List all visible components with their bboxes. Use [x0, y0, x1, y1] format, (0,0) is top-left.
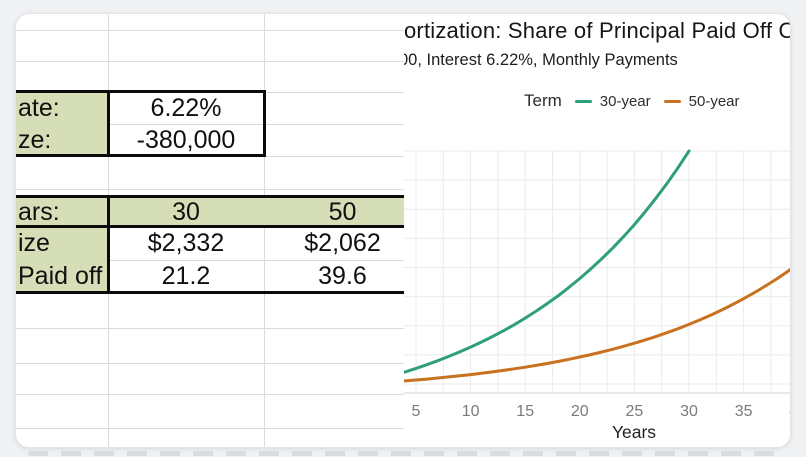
legend-label-50-year: 50-year — [688, 92, 740, 110]
legend-swatch-50-year — [663, 99, 681, 103]
results-border-bottom — [16, 291, 404, 294]
results-header-border-bottom — [16, 225, 404, 228]
cell-years-30[interactable]: 30 — [172, 197, 200, 226]
x-tick-label: 10 — [462, 403, 480, 420]
x-tick-label: 15 — [516, 403, 534, 420]
x-tick-label: 30 — [680, 403, 698, 420]
cell-loan-size-value[interactable]: -380,000 — [136, 125, 236, 154]
line-chart-plot: 5 10 15 20 25 30 35 40 Years — [404, 149, 791, 442]
results-border-top — [16, 195, 404, 198]
cell-paid-off-label[interactable]: Paid off — [18, 262, 103, 290]
chart-title: ortization: Share of Principal Paid Off … — [404, 18, 791, 43]
legend-item-30-year: 30-year — [574, 92, 651, 110]
sheet-gridline — [16, 394, 404, 395]
results-header-fill — [16, 197, 404, 227]
cell-years-label[interactable]: ars: — [18, 197, 60, 226]
x-axis-title: Years — [612, 422, 656, 442]
inputs-box-border-top — [16, 90, 266, 93]
x-tick-label: 5 — [412, 403, 421, 420]
cell-rate-value[interactable]: 6.22% — [150, 93, 222, 122]
rate-label-fill — [16, 92, 108, 156]
series-line-30-year — [404, 149, 691, 374]
chart-subtitle: 00, Interest 6.22%, Monthly Payments — [404, 51, 678, 69]
cell-paid-off-30[interactable]: 21.2 — [161, 262, 211, 290]
inputs-box-border-mid — [107, 90, 110, 157]
legend-label-30-year: 30-year — [599, 92, 651, 110]
cell-payment-size-label[interactable]: ize — [18, 229, 50, 257]
legend-title: Term — [524, 91, 562, 110]
clipped-row-below-card — [28, 451, 784, 456]
inputs-box-border-right — [263, 90, 266, 157]
chart-legend: Term 30-year 50-year — [524, 90, 740, 112]
sheet-gridline — [16, 328, 404, 329]
results-label-fill — [16, 227, 108, 293]
x-tick-label: 25 — [626, 403, 644, 420]
sheet-gridline — [16, 428, 404, 429]
sheet-gridline — [16, 260, 404, 261]
sheet-gridline — [16, 189, 404, 190]
series-line-50-year — [404, 267, 790, 383]
inputs-box-border-bottom — [16, 154, 266, 157]
legend-swatch-30-year — [574, 99, 592, 103]
sheet-gridline — [16, 61, 404, 62]
sheet-gridline — [264, 92, 404, 93]
x-tick-label: 35 — [735, 403, 753, 420]
cell-years-50[interactable]: 50 — [328, 197, 357, 226]
spreadsheet-region[interactable]: ate: 6.22% ze: -380,000 ars: 30 50 ize $… — [16, 14, 404, 447]
x-tick-label: 20 — [571, 403, 589, 420]
sheet-gridline — [16, 30, 404, 31]
cell-rate-label[interactable]: ate: — [18, 93, 60, 122]
sheet-gridline — [16, 124, 404, 125]
cell-paid-off-50[interactable]: 39.6 — [318, 262, 367, 290]
cell-payment-30[interactable]: $2,332 — [147, 229, 225, 257]
x-tick-label: 40 — [789, 403, 791, 420]
sheet-gridline — [264, 156, 404, 157]
sheet-gridline — [264, 14, 265, 447]
sheet-card: ate: 6.22% ze: -380,000 ars: 30 50 ize $… — [15, 13, 791, 448]
cell-loan-size-label[interactable]: ze: — [18, 125, 52, 154]
cell-payment-50[interactable]: $2,062 — [304, 229, 381, 257]
chart-region[interactable]: 5 10 15 20 25 30 35 40 Years ortization: Share o… — [404, 14, 791, 447]
legend-item-50-year: 50-year — [663, 92, 740, 110]
sheet-gridline — [16, 363, 404, 364]
results-border-mid — [107, 195, 110, 294]
